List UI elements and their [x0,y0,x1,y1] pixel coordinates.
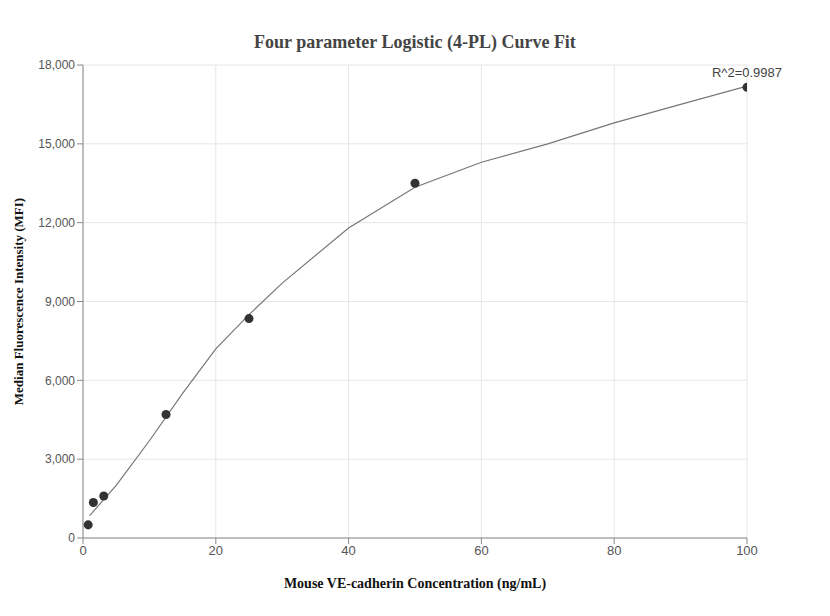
svg-text:R^2=0.9987: R^2=0.9987 [712,65,782,80]
svg-text:18,000: 18,000 [38,58,75,72]
svg-text:0: 0 [68,531,75,545]
svg-text:15,000: 15,000 [38,137,75,151]
svg-text:9,000: 9,000 [45,295,75,309]
svg-text:0: 0 [79,543,86,558]
svg-text:100: 100 [736,543,758,558]
html-text:Four parameter Logistic (4-PL): Four parameter Logistic (4-PL) Curve Fit [254,32,576,52]
svg-text:3,000: 3,000 [45,452,75,466]
svg-text:20: 20 [209,543,223,558]
svg-text:80: 80 [607,543,621,558]
svg-text:6,000: 6,000 [45,374,75,388]
svg-text:60: 60 [474,543,488,558]
svg-text:Median Fluorescence Intensity: Median Fluorescence Intensity (MFI) [11,198,26,405]
svg-text:40: 40 [341,543,355,558]
svg-text:12,000: 12,000 [38,216,75,230]
svg-text:Mouse VE-cadherin Concentratio: Mouse VE-cadherin Concentration (ng/mL) [284,576,547,592]
